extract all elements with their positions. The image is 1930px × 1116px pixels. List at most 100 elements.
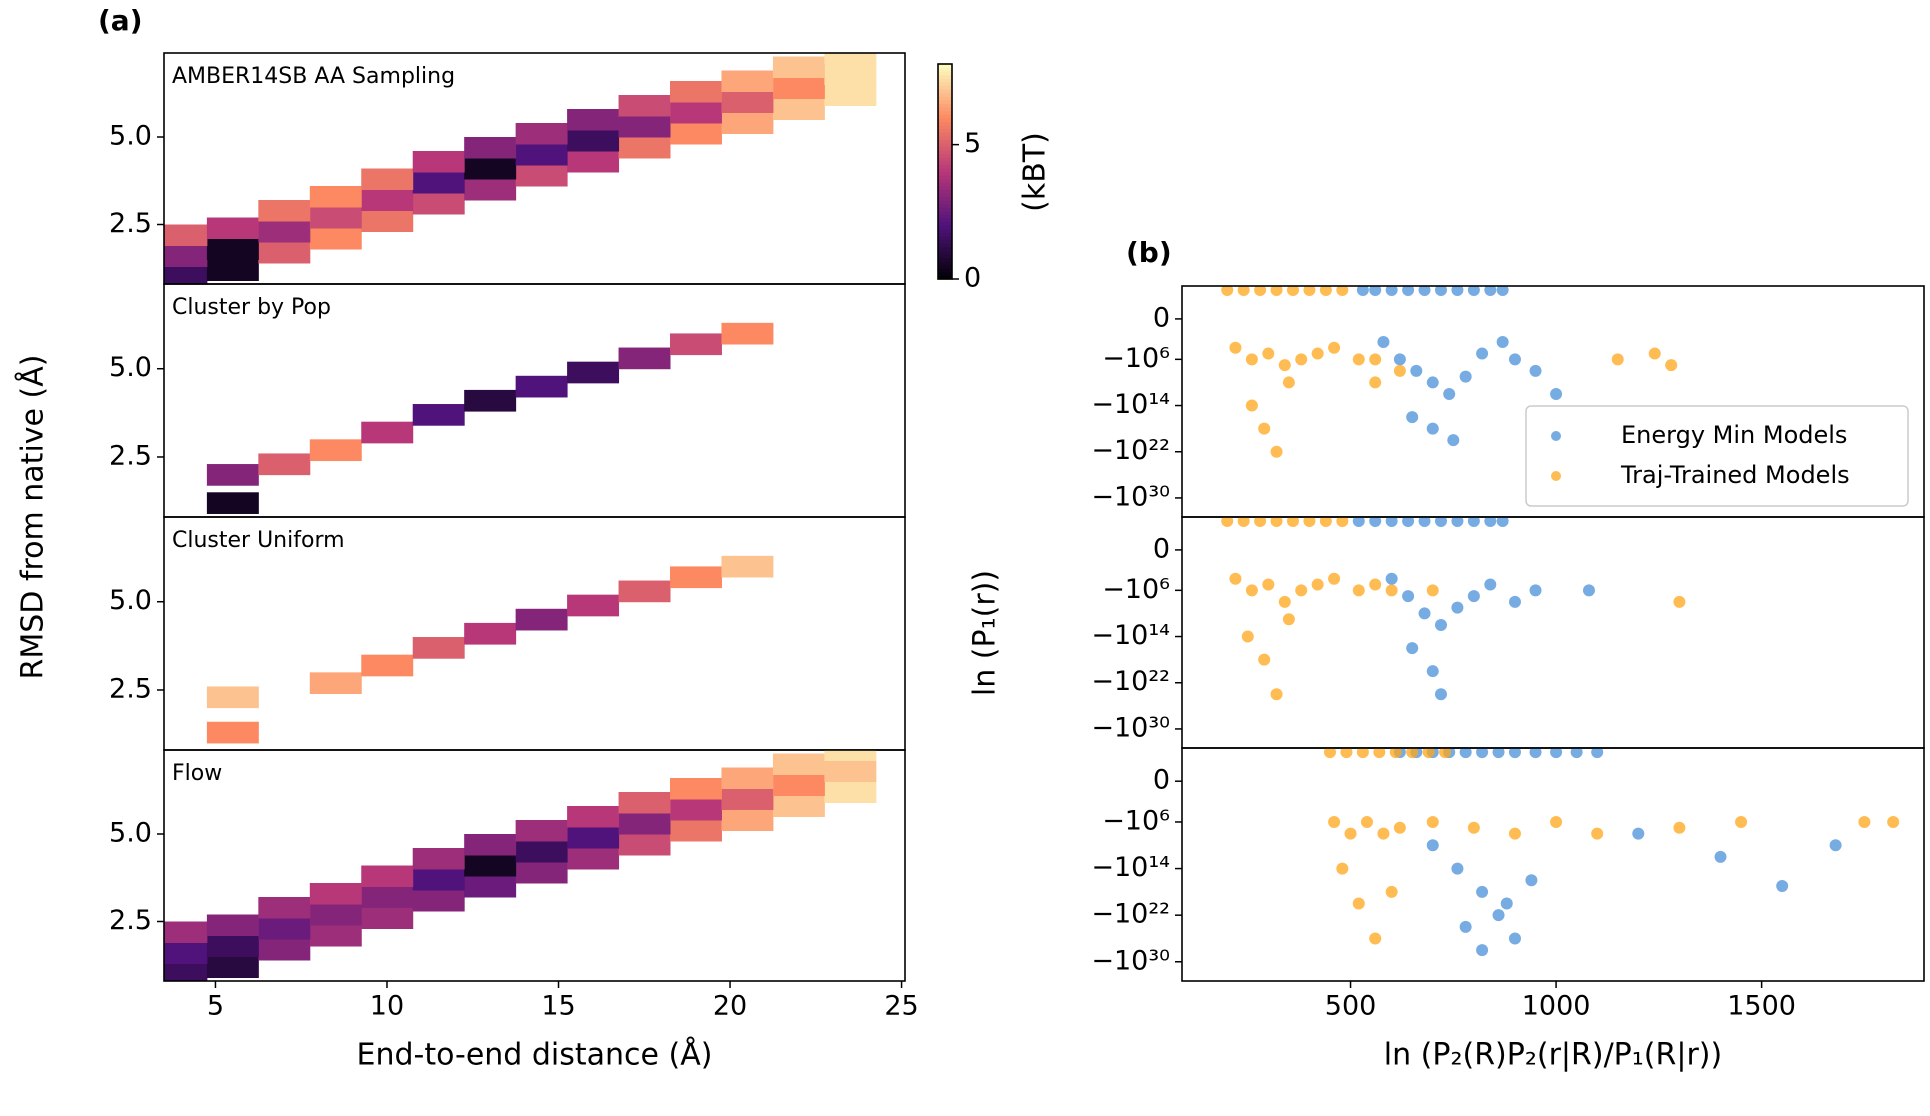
heat-cell — [309, 207, 362, 229]
heat-cell — [567, 151, 620, 173]
plot-area — [1221, 286, 1678, 458]
colorbar-step — [938, 164, 952, 169]
scatter-point — [1476, 944, 1489, 957]
y-tick-label: 5.0 — [109, 585, 152, 616]
heat-cell — [412, 193, 465, 215]
y-tick-label: −10³⁰ — [1091, 945, 1170, 976]
colorbar-step — [938, 175, 952, 180]
scatter-point — [1258, 653, 1271, 666]
scatter-point — [1529, 748, 1542, 759]
scatter-point — [1328, 341, 1341, 354]
scatter-point — [1735, 815, 1748, 828]
heat-cell — [206, 217, 259, 239]
y-tick-label: −10³⁰ — [1091, 712, 1170, 743]
scatter-point — [1570, 748, 1583, 759]
x-tick-label: 25 — [884, 991, 918, 1022]
colorbar-step — [938, 257, 952, 262]
scatter-point — [1373, 748, 1386, 759]
scatter-point — [1295, 584, 1308, 597]
scatter-point — [1591, 827, 1604, 840]
scatter-point — [1858, 815, 1871, 828]
colorbar-step — [938, 228, 952, 234]
y-tick-label: 0 — [1153, 533, 1170, 564]
scatter-point — [1237, 517, 1250, 528]
colorbar-frame — [937, 63, 953, 280]
heat-cell — [772, 774, 825, 796]
colorbar-step — [938, 132, 952, 137]
colorbar-step — [938, 71, 952, 76]
heat-cell — [824, 63, 877, 85]
y-tick-label: 5.0 — [109, 818, 152, 849]
heat-cell — [206, 686, 259, 709]
scatter-point — [1369, 517, 1382, 528]
scatter-point — [1508, 748, 1521, 759]
heat-cell — [515, 165, 568, 187]
scatter-point — [1303, 517, 1316, 528]
heat-cell — [412, 848, 465, 870]
scatter-point — [1418, 517, 1431, 528]
panel-title: Cluster by Pop — [172, 295, 331, 320]
scatter-point — [1714, 850, 1727, 863]
scatter-point — [1467, 517, 1480, 528]
heat-cell — [824, 781, 877, 803]
heat-cell — [206, 935, 259, 957]
scatter-point — [1245, 353, 1258, 366]
scatter-point — [1406, 411, 1419, 424]
heat-cell — [772, 98, 825, 120]
scatter-point — [1496, 336, 1509, 349]
heat-cell — [670, 81, 722, 103]
scatter-point — [1303, 286, 1316, 297]
scatter-point — [1328, 815, 1341, 828]
scatter-point — [1410, 364, 1423, 377]
panel-label: (a) — [98, 4, 143, 37]
heat-cell — [464, 137, 517, 159]
heat-cell — [258, 221, 311, 243]
scatter-point — [1336, 862, 1349, 875]
colorbar-step — [938, 243, 952, 248]
x-tick-label: 1500 — [1727, 991, 1796, 1022]
y-tick-label: −10³⁰ — [1091, 481, 1170, 512]
colorbar-step — [938, 124, 952, 130]
colorbar-step — [938, 178, 952, 183]
heat-cell — [361, 421, 414, 444]
scatter-point — [1508, 595, 1521, 608]
heat-cell — [309, 439, 362, 462]
heat-cell — [515, 123, 568, 145]
y-tick-label: 2.5 — [109, 440, 152, 471]
scatter-point — [1352, 584, 1365, 597]
heat-cell — [412, 151, 465, 173]
scatter-point — [1262, 578, 1275, 591]
scatter-point — [1434, 618, 1447, 631]
heat-cell — [618, 116, 671, 138]
heat-cell — [206, 492, 259, 514]
scatter-point — [1508, 827, 1521, 840]
heat-cell — [164, 224, 208, 246]
scatter-point — [1352, 897, 1365, 910]
colorbar-step — [938, 110, 952, 115]
scatter-point — [1529, 364, 1542, 377]
heat-cell — [618, 580, 671, 603]
heat-cell — [361, 654, 414, 677]
legend-label: Traj-Trained Models — [1620, 461, 1850, 489]
heat-cell — [309, 883, 362, 905]
colorbar-step — [938, 99, 952, 105]
axes-frame — [1181, 516, 1925, 749]
colorbar-step — [938, 225, 952, 230]
heat-cell — [206, 956, 259, 978]
scatter-point — [1434, 286, 1447, 297]
colorbar-step — [938, 114, 952, 119]
scatter-point — [1484, 517, 1497, 528]
scatter-point — [1356, 286, 1369, 297]
scatter-point — [1258, 422, 1271, 435]
panel-title: AMBER14SB AA Sampling — [172, 64, 455, 89]
heat-cell — [515, 862, 568, 884]
scatter-point — [1369, 376, 1382, 389]
colorbar-step — [938, 239, 952, 244]
scatter-point — [1389, 748, 1402, 759]
colorbar-step — [938, 236, 952, 241]
heat-cell — [206, 464, 259, 486]
heat-cell — [670, 566, 722, 589]
heat-cell — [618, 792, 671, 814]
heat-cell — [772, 56, 825, 78]
